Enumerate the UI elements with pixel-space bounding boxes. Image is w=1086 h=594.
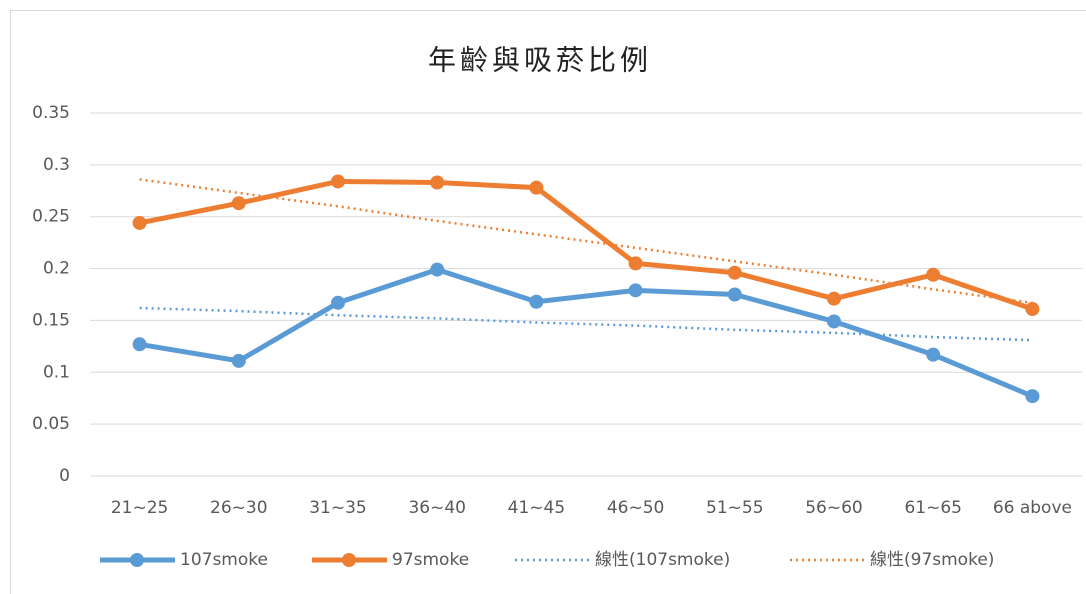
point	[231, 353, 246, 368]
y-tick-label: 0.1	[43, 362, 70, 382]
point	[331, 174, 345, 189]
point	[529, 180, 544, 195]
x-tick-label: 61~65	[904, 498, 962, 518]
point	[430, 175, 445, 190]
point	[827, 291, 841, 306]
legend-label: 線性(97smoke)	[870, 550, 994, 570]
trend-line	[139, 306, 1033, 342]
y-tick-label: 0.15	[32, 310, 70, 330]
point	[827, 314, 841, 329]
series-line	[139, 267, 1034, 399]
point	[926, 347, 941, 362]
point	[132, 215, 147, 230]
chart-frame	[10, 10, 1086, 594]
point	[430, 262, 445, 277]
point	[132, 337, 147, 352]
point	[727, 265, 742, 280]
legend-marker	[342, 553, 356, 567]
point	[628, 256, 643, 271]
legend-label: 線性(107smoke)	[595, 550, 730, 570]
x-tick-label: 51~55	[706, 498, 764, 518]
x-tick-label: 56~60	[805, 498, 863, 518]
x-tick-label: 36~40	[408, 498, 466, 518]
x-tick-label: 21~25	[111, 498, 169, 518]
point	[926, 267, 941, 282]
x-tick-label: 46~50	[607, 498, 665, 518]
legend-marker	[130, 553, 144, 567]
x-tick-label: 31~35	[309, 498, 367, 518]
y-tick-label: 0.05	[32, 414, 70, 434]
legend-label: 97smoke	[392, 550, 469, 570]
point	[331, 295, 345, 310]
point	[231, 196, 246, 211]
point	[1025, 302, 1040, 317]
series-line	[139, 178, 1034, 312]
legend-label: 107smoke	[180, 550, 268, 570]
x-tick-label: 66 above	[993, 498, 1072, 518]
y-tick-label: 0.2	[43, 259, 70, 279]
y-tick-label: 0.3	[43, 155, 70, 175]
x-tick-label: 26~30	[210, 498, 268, 518]
point	[628, 283, 643, 298]
x-tick-label: 41~45	[508, 498, 566, 518]
point	[529, 294, 544, 309]
point	[727, 287, 742, 302]
trend-line	[139, 178, 1033, 305]
y-tick-label: 0	[59, 466, 70, 486]
point	[1025, 389, 1040, 404]
y-tick-label: 0.35	[32, 103, 70, 123]
y-tick-label: 0.25	[32, 207, 70, 227]
chart-title: 年齡與吸菸比例	[428, 44, 652, 77]
